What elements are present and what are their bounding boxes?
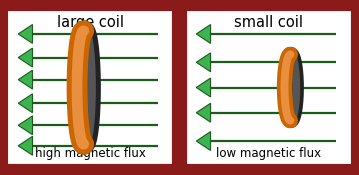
Polygon shape [18, 94, 33, 113]
Polygon shape [196, 103, 211, 122]
Text: large coil: large coil [57, 15, 124, 30]
Polygon shape [18, 48, 33, 67]
Text: small coil: small coil [234, 15, 303, 30]
Polygon shape [18, 70, 33, 89]
Polygon shape [18, 25, 33, 43]
Polygon shape [196, 132, 211, 150]
Text: low magnetic flux: low magnetic flux [216, 147, 321, 160]
Polygon shape [18, 116, 33, 135]
Polygon shape [18, 136, 33, 155]
Polygon shape [196, 53, 211, 72]
Text: high magnetic flux: high magnetic flux [35, 147, 146, 160]
Polygon shape [196, 78, 211, 97]
Polygon shape [196, 25, 211, 43]
